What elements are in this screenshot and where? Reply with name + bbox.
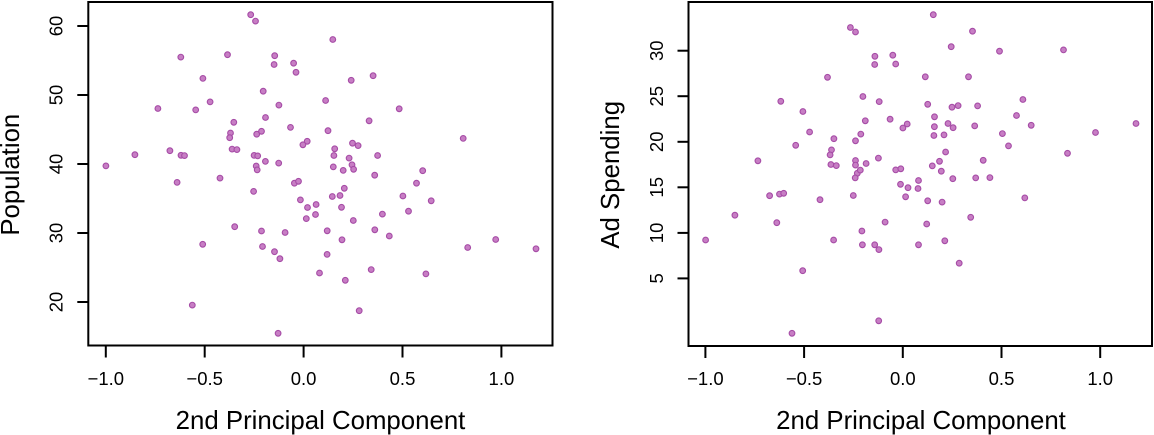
svg-text:0.5: 0.5 bbox=[390, 368, 416, 389]
svg-text:−0.5: −0.5 bbox=[186, 368, 223, 389]
svg-text:−1.0: −1.0 bbox=[687, 368, 724, 389]
svg-text:0.0: 0.0 bbox=[890, 368, 916, 389]
svg-text:−1.0: −1.0 bbox=[88, 368, 125, 389]
svg-text:2nd Principal Component: 2nd Principal Component bbox=[176, 407, 466, 435]
svg-text:50: 50 bbox=[46, 85, 67, 106]
svg-text:−0.5: −0.5 bbox=[786, 368, 823, 389]
svg-text:Population: Population bbox=[0, 114, 25, 236]
svg-text:2nd Principal Component: 2nd Principal Component bbox=[776, 407, 1066, 435]
svg-text:20: 20 bbox=[646, 132, 667, 153]
svg-text:40: 40 bbox=[46, 154, 67, 175]
svg-text:30: 30 bbox=[646, 40, 667, 61]
svg-text:1.0: 1.0 bbox=[1087, 368, 1113, 389]
svg-text:60: 60 bbox=[46, 16, 67, 37]
svg-text:25: 25 bbox=[646, 86, 667, 107]
svg-text:1.0: 1.0 bbox=[489, 368, 515, 389]
svg-text:0.0: 0.0 bbox=[291, 368, 317, 389]
svg-text:20: 20 bbox=[46, 292, 67, 313]
svg-text:30: 30 bbox=[46, 223, 67, 244]
svg-text:10: 10 bbox=[646, 223, 667, 244]
svg-text:Ad Spending: Ad Spending bbox=[597, 101, 625, 249]
svg-text:0.5: 0.5 bbox=[989, 368, 1015, 389]
svg-text:5: 5 bbox=[646, 273, 667, 283]
svg-text:15: 15 bbox=[646, 177, 667, 198]
